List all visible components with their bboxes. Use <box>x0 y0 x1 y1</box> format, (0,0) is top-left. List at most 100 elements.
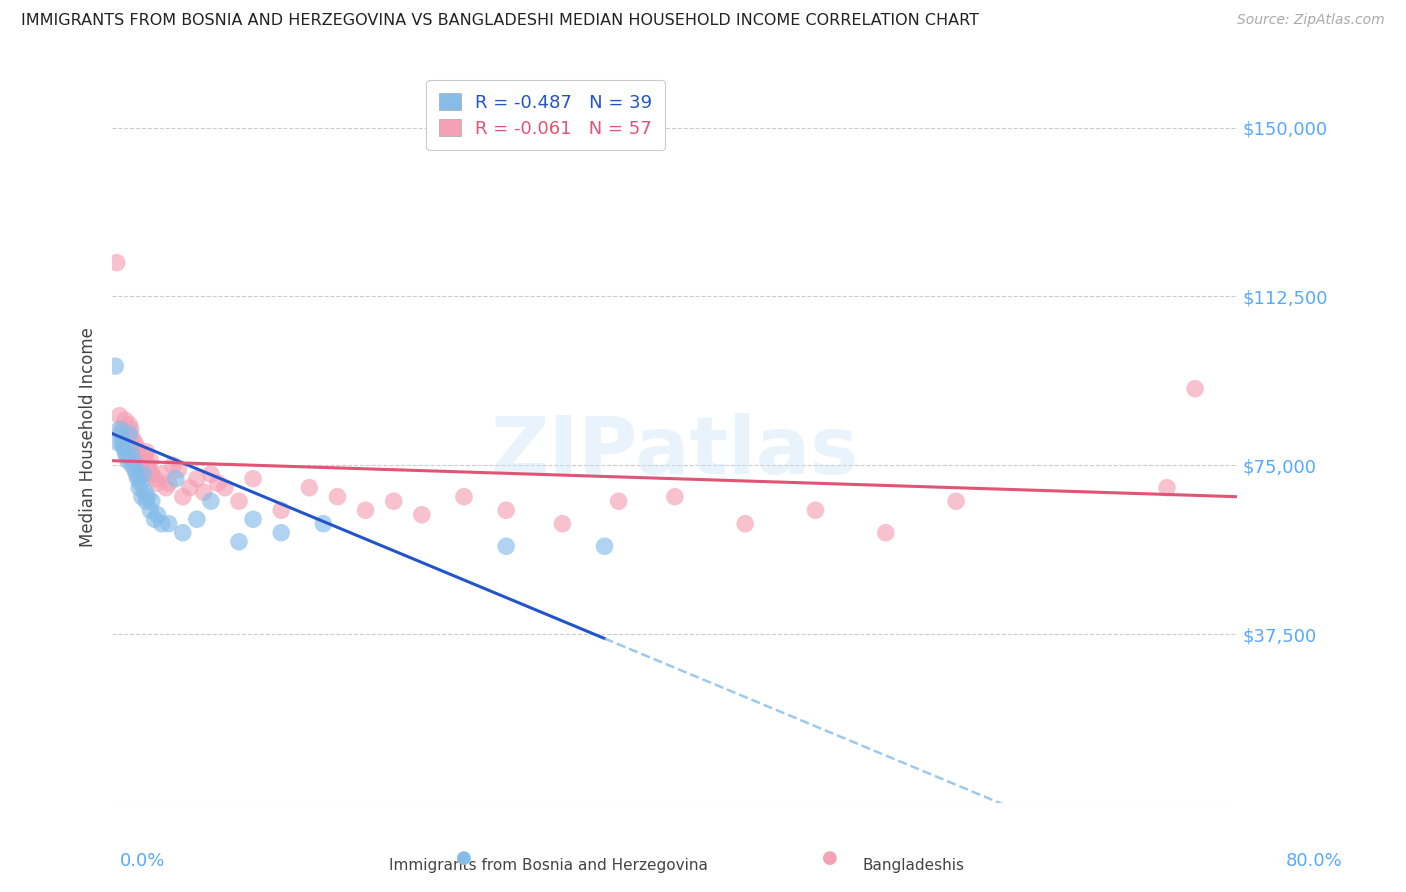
Point <box>172 490 194 504</box>
Text: ZIPatlas: ZIPatlas <box>491 413 859 491</box>
Point <box>132 467 155 482</box>
Point <box>111 422 134 436</box>
Point <box>110 426 132 441</box>
Point <box>128 449 150 463</box>
Point <box>136 490 159 504</box>
Point <box>118 417 141 432</box>
Point <box>139 453 162 467</box>
Point <box>326 490 349 504</box>
Point <box>165 472 187 486</box>
Point <box>135 444 157 458</box>
Y-axis label: Median Household Income: Median Household Income <box>79 327 97 547</box>
Point <box>143 512 166 526</box>
Point <box>143 472 166 486</box>
Point <box>382 494 405 508</box>
Point <box>186 472 208 486</box>
Point <box>112 435 135 450</box>
Point <box>453 490 475 504</box>
Point <box>312 516 335 531</box>
Point <box>242 472 264 486</box>
Point <box>112 440 135 454</box>
Point <box>104 359 127 374</box>
Point <box>242 512 264 526</box>
Point <box>167 463 190 477</box>
Point <box>150 516 173 531</box>
Point <box>804 503 827 517</box>
Point <box>121 458 143 473</box>
Point <box>134 485 156 500</box>
Point <box>117 426 139 441</box>
Point <box>179 481 201 495</box>
Point <box>150 467 173 482</box>
Point <box>162 458 184 473</box>
Point <box>298 481 321 495</box>
Point <box>734 516 756 531</box>
Point <box>120 444 142 458</box>
Point <box>115 440 138 454</box>
Point <box>875 525 897 540</box>
Point <box>129 458 152 473</box>
Point <box>128 481 150 495</box>
Point <box>117 453 139 467</box>
Text: ●: ● <box>456 849 472 867</box>
Point <box>1156 481 1178 495</box>
Point <box>132 453 155 467</box>
Point <box>131 490 153 504</box>
Point <box>157 476 180 491</box>
Point <box>354 503 377 517</box>
Point <box>141 494 163 508</box>
Point <box>135 494 157 508</box>
Point <box>114 444 136 458</box>
Point <box>139 503 162 517</box>
Point <box>945 494 967 508</box>
Point <box>270 503 292 517</box>
Point <box>118 426 141 441</box>
Text: 0.0%: 0.0% <box>120 852 165 870</box>
Point <box>155 481 177 495</box>
Point <box>138 463 160 477</box>
Point <box>115 449 138 463</box>
Point <box>551 516 574 531</box>
Point <box>193 485 215 500</box>
Point <box>136 458 159 473</box>
Legend: R = -0.487   N = 39, R = -0.061   N = 57: R = -0.487 N = 39, R = -0.061 N = 57 <box>426 80 665 151</box>
Text: ●: ● <box>821 849 838 867</box>
Point <box>495 503 517 517</box>
Point <box>124 435 146 450</box>
Point <box>107 435 129 450</box>
Point <box>228 494 250 508</box>
Point <box>134 449 156 463</box>
Point <box>127 444 149 458</box>
Point <box>129 476 152 491</box>
Point <box>124 463 146 477</box>
Point <box>664 490 686 504</box>
Point <box>411 508 433 522</box>
Point <box>131 463 153 477</box>
Point <box>495 539 517 553</box>
Point <box>270 525 292 540</box>
Point <box>146 508 169 522</box>
Point <box>125 440 148 454</box>
Text: Immigrants from Bosnia and Herzegovina: Immigrants from Bosnia and Herzegovina <box>389 858 707 873</box>
Point <box>214 481 236 495</box>
Point <box>105 255 128 269</box>
Point <box>121 431 143 445</box>
Point <box>108 422 131 436</box>
Text: IMMIGRANTS FROM BOSNIA AND HERZEGOVINA VS BANGLADESHI MEDIAN HOUSEHOLD INCOME CO: IMMIGRANTS FROM BOSNIA AND HERZEGOVINA V… <box>21 13 979 29</box>
Point <box>172 525 194 540</box>
Point <box>157 516 180 531</box>
Point <box>108 409 131 423</box>
Point <box>200 467 222 482</box>
Point <box>607 494 630 508</box>
Point <box>146 476 169 491</box>
Text: Bangladeshis: Bangladeshis <box>863 858 965 873</box>
Point <box>111 435 134 450</box>
Point <box>200 494 222 508</box>
Point <box>207 476 229 491</box>
Point <box>186 512 208 526</box>
Point <box>125 467 148 482</box>
Point <box>228 534 250 549</box>
Point <box>122 453 145 467</box>
Point <box>1184 382 1206 396</box>
Text: 80.0%: 80.0% <box>1286 852 1343 870</box>
